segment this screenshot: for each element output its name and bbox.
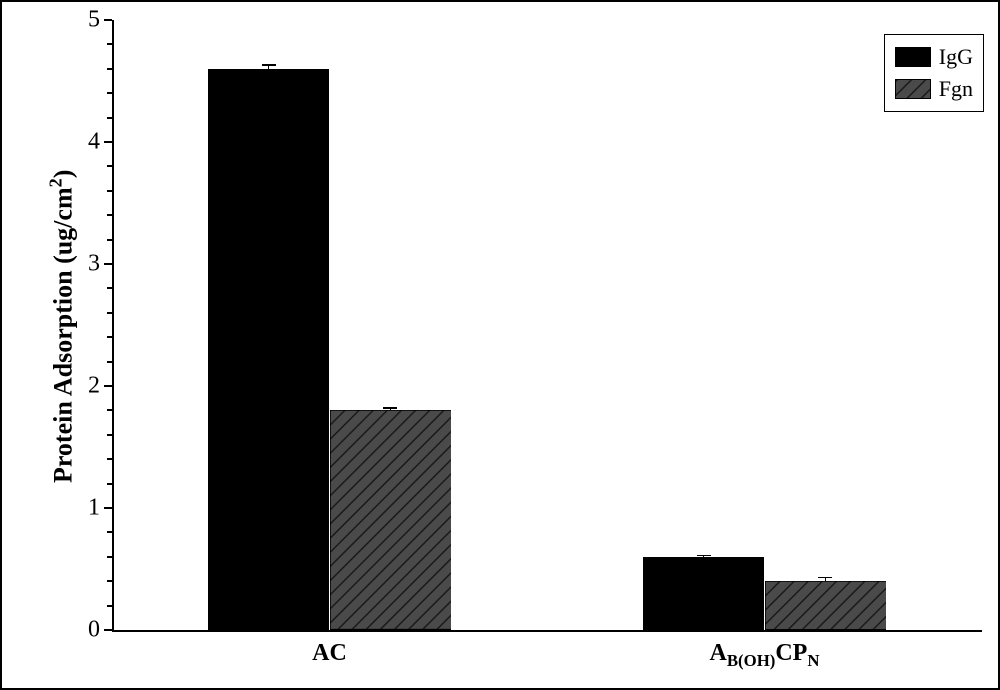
y-tick-label: 2 [72, 373, 100, 400]
y-minor-tick [107, 165, 112, 167]
y-tick-label: 4 [72, 129, 100, 156]
y-minor-tick [107, 605, 112, 607]
y-minor-tick [107, 190, 112, 192]
y-minor-tick [107, 214, 112, 216]
y-minor-tick [107, 92, 112, 94]
y-minor-tick [107, 556, 112, 558]
y-minor-tick [107, 68, 112, 70]
error-cap [697, 555, 711, 557]
y-minor-tick [107, 580, 112, 582]
y-tick [104, 629, 112, 631]
y-tick [104, 385, 112, 387]
legend: IgG Fgn [884, 34, 984, 112]
legend-label: IgG [939, 44, 973, 70]
y-minor-tick [107, 458, 112, 460]
y-tick [104, 507, 112, 509]
x-tick-label: AB(OH)CPN [615, 640, 915, 671]
y-minor-tick [107, 409, 112, 411]
error-cap [262, 64, 276, 66]
bar-Fgn [765, 581, 887, 630]
bar-IgG [643, 557, 765, 630]
legend-row: IgG [895, 41, 973, 73]
y-minor-tick [107, 531, 112, 533]
y-minor-tick [107, 336, 112, 338]
y-tick-label: 0 [72, 617, 100, 644]
legend-label: Fgn [939, 76, 973, 102]
bar-Fgn [330, 410, 452, 630]
y-minor-tick [107, 434, 112, 436]
y-minor-tick [107, 117, 112, 119]
y-minor-tick [107, 312, 112, 314]
y-tick [104, 19, 112, 21]
y-minor-tick [107, 287, 112, 289]
y-tick [104, 263, 112, 265]
legend-swatch [895, 79, 931, 99]
x-tick-label: AC [180, 640, 480, 667]
legend-swatch [895, 47, 931, 67]
y-minor-tick [107, 43, 112, 45]
y-tick-label: 5 [72, 7, 100, 34]
bar-IgG [208, 69, 330, 630]
error-cap [818, 577, 832, 579]
y-axis-line [112, 20, 114, 630]
y-minor-tick [107, 483, 112, 485]
legend-row: Fgn [895, 73, 973, 105]
y-tick-label: 1 [72, 495, 100, 522]
x-axis-line [112, 630, 982, 632]
y-minor-tick [107, 361, 112, 363]
y-minor-tick [107, 239, 112, 241]
error-cap [383, 407, 397, 409]
chart-frame: Protein Adsorption (ug/cm2) IgG Fgn 0 1 2 3 4… [0, 0, 1000, 690]
y-axis-title: Protein Adsorption (ug/cm2) [46, 146, 79, 506]
y-tick [104, 141, 112, 143]
y-tick-label: 3 [72, 251, 100, 278]
